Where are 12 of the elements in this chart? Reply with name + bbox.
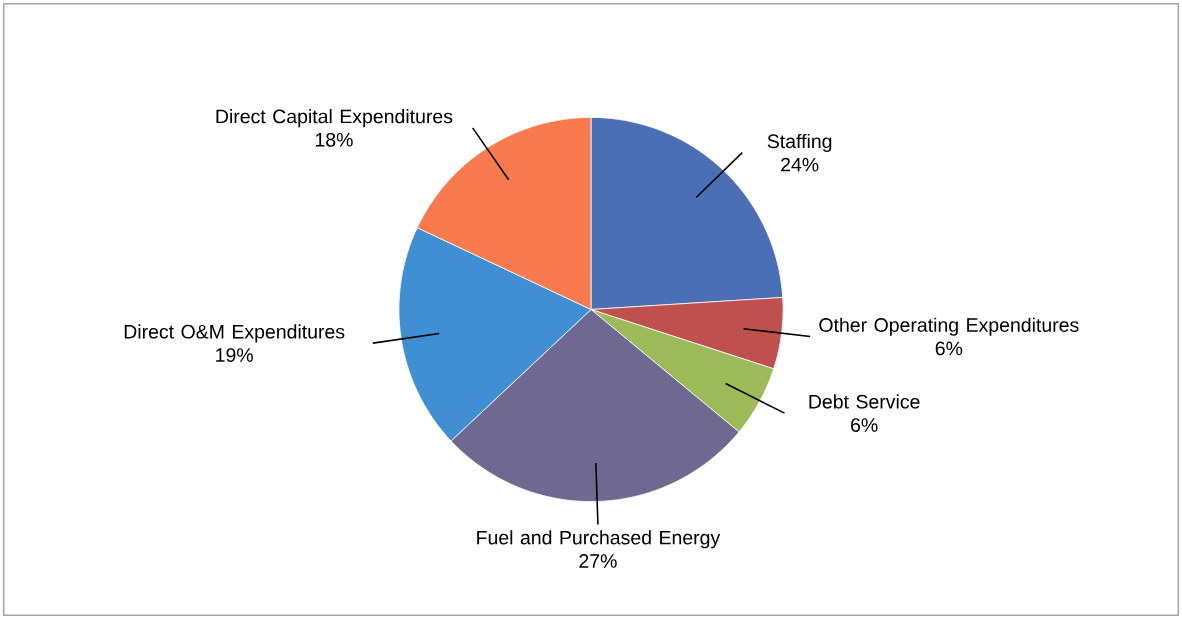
data-label: 6%	[851, 418, 878, 432]
slice-label: Staffing	[767, 133, 832, 153]
data-label: 19%	[216, 348, 253, 362]
data-label: 18%	[315, 132, 353, 147]
slice-label: Direct O&M Expenditures	[124, 324, 345, 343]
data-label: 24%	[781, 157, 819, 172]
data-label: 27%	[579, 554, 617, 568]
slice-label: Direct Capital Expenditures	[216, 109, 453, 128]
data-label: 6%	[935, 341, 963, 356]
slice-label: Debt Service	[809, 394, 920, 409]
slice-label: Other Operating Expenditures	[819, 317, 1079, 336]
slice-label: Fuel and Purchased Energy	[477, 530, 721, 549]
